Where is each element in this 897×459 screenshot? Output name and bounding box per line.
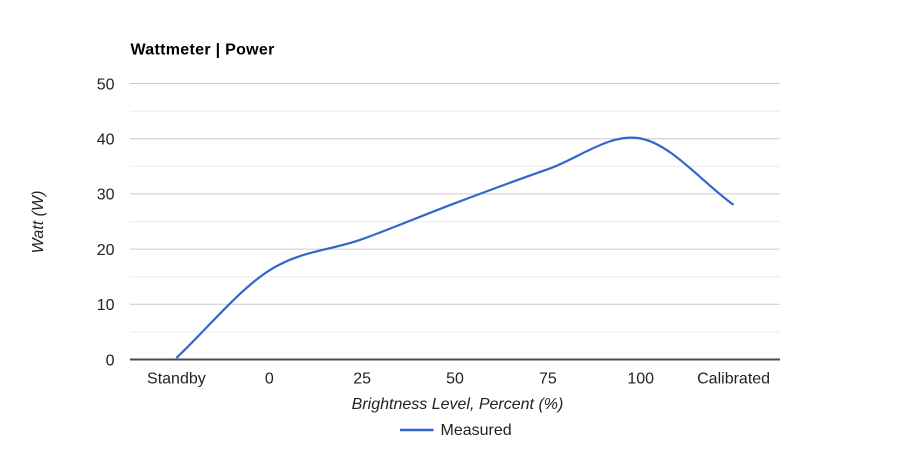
svg-text:Calibrated: Calibrated — [697, 371, 770, 388]
svg-text:75: 75 — [539, 371, 557, 388]
svg-text:100: 100 — [627, 371, 654, 388]
svg-text:50: 50 — [97, 76, 115, 93]
svg-text:10: 10 — [97, 297, 115, 314]
svg-text:40: 40 — [97, 132, 115, 149]
svg-text:0: 0 — [106, 352, 115, 369]
svg-text:Standby: Standby — [147, 371, 206, 388]
svg-text:25: 25 — [353, 371, 371, 388]
svg-text:Measured: Measured — [441, 422, 512, 439]
svg-text:Watt (W): Watt (W) — [30, 191, 47, 254]
svg-text:Brightness Level, Percent (%): Brightness Level, Percent (%) — [352, 396, 564, 413]
svg-text:Wattmeter | Power: Wattmeter | Power — [131, 41, 275, 58]
svg-text:0: 0 — [265, 371, 274, 388]
svg-text:20: 20 — [97, 242, 115, 259]
svg-text:50: 50 — [446, 371, 464, 388]
svg-text:30: 30 — [97, 187, 115, 204]
